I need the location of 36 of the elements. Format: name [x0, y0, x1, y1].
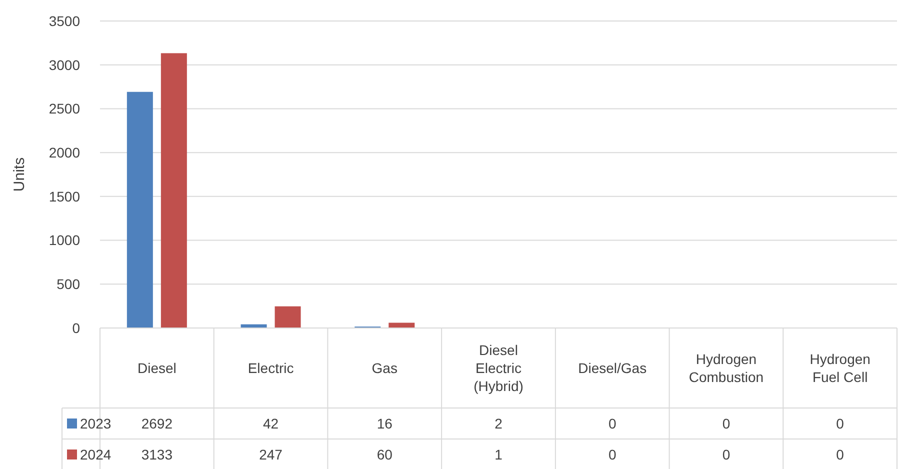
data-label: 0 [836, 415, 844, 432]
legend-label: 2024 [80, 446, 112, 462]
data-label: 1 [494, 446, 503, 462]
data-label: 2692 [141, 415, 173, 432]
x-tick-label: Diesel/Gas [578, 360, 647, 376]
data-label: 3133 [141, 446, 173, 462]
x-tick-label: Electric [248, 360, 294, 376]
data-label: 0 [608, 415, 616, 432]
bar [126, 92, 153, 328]
data-label: 60 [376, 446, 393, 462]
x-tick-label: Gas [372, 360, 398, 376]
data-label: 0 [836, 446, 844, 462]
data-label: 0 [722, 446, 730, 462]
x-tick-label: Hydrogen Combustion [688, 350, 764, 385]
data-label: 0 [722, 415, 730, 432]
legend-label: 2023 [80, 415, 112, 432]
x-tick-label: Diesel Electric (Hybrid) [474, 342, 524, 394]
data-label: 16 [376, 415, 393, 432]
data-label: 0 [608, 446, 616, 462]
bar [388, 322, 415, 328]
y-tick-label: 1500 [48, 188, 80, 204]
x-tick-label: Diesel [137, 360, 176, 376]
y-tick-label: 2500 [48, 100, 80, 117]
data-label: 2 [494, 415, 503, 432]
y-tick-label: 2000 [48, 144, 80, 160]
x-tick-label: Hydrogen Fuel Cell [810, 350, 870, 385]
y-tick-label: 0 [72, 320, 80, 336]
y-tick-label: 500 [56, 276, 80, 292]
y-tick-label: 1000 [48, 232, 80, 248]
bar [160, 53, 187, 328]
y-tick-label: 3500 [48, 12, 80, 29]
data-label: 42 [262, 415, 279, 432]
bar [274, 306, 301, 328]
data-label: 247 [259, 446, 283, 462]
y-tick-label: 3000 [48, 56, 80, 73]
y-axis-title: Units [11, 157, 28, 192]
